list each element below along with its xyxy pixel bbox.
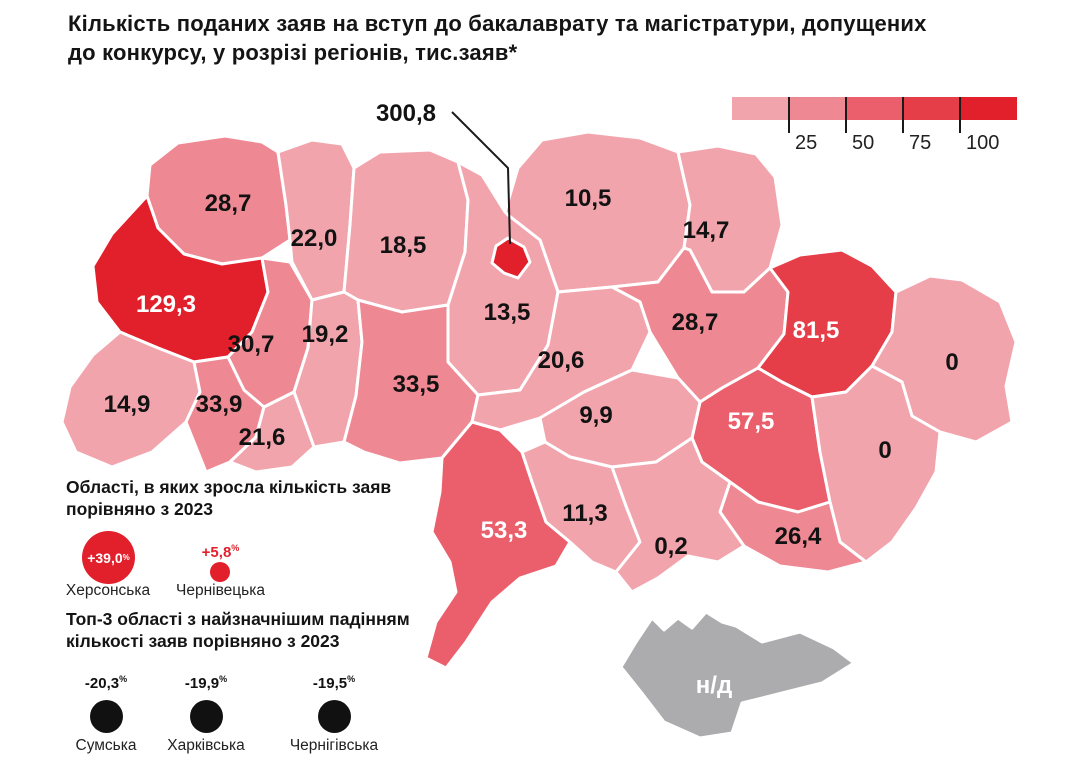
legend-tick-label: 75 [909,132,931,154]
decline-value-kharkiv: -19,9% [184,674,228,692]
decline-item-sumy: -20,3% Сумська [46,674,166,755]
region-kherson [610,436,746,594]
growth-section-title: Області, в яких зросла кількість заяв по… [66,477,392,520]
region-value-zaporizhzhia: 26,4 [775,523,822,550]
decline-item-chernihiv: -19,5% Чернігівська [274,674,394,755]
region-zhytomyr [342,148,470,314]
region-value-chernihiv: 10,5 [565,185,612,212]
region-zakarpattia [60,330,202,469]
region-mykolaiv [520,440,642,574]
region-value-crimea: н/д [696,672,732,699]
percent-sign: % [219,674,228,684]
legend-swatch [960,97,1017,120]
region-value-khmelnytskyi: 19,2 [302,321,349,348]
percent-sign: % [231,543,240,553]
decline-bubble-kharkiv [189,700,223,733]
region-value-zakarpattia: 14,9 [104,391,151,418]
region-value-ivano-frankivsk: 33,9 [196,391,243,418]
growth-section: Області, в яких зросла кількість заяв по… [66,476,406,606]
region-value-zhytomyr: 18,5 [380,232,427,259]
region-value-luhansk: 0 [945,349,958,376]
decline-value-sumy: -20,3% [84,674,128,692]
legend-swatch [732,97,789,120]
growth-bubble-chernivtsi [210,562,230,582]
region-value-odesa: 53,3 [481,517,528,544]
legend-tick-label: 50 [852,132,874,154]
decline-label-kharkiv: Харківська [167,737,245,754]
growth-value-chernivtsi: +5,8% [201,543,240,561]
region-value-dnipro: 57,5 [728,408,775,435]
growth-label-chernivtsi: Чернівецька [176,582,265,599]
legend-swatch [789,97,846,120]
kyiv-callout-line [451,111,511,245]
growth-value-kherson: +39,0 [87,549,123,566]
region-value-mykolaiv: 11,3 [562,500,607,527]
region-donetsk [810,364,942,564]
percent-sign: % [122,553,130,562]
decline-value-chernihiv: -19,5% [312,674,356,692]
region-crimea [619,610,856,740]
page-title: Кількість поданих заяв на вступ до бакал… [68,11,927,65]
legend-swatch [846,97,903,120]
decline-bubble-chernihiv [317,700,351,733]
region-value-kharkiv: 81,5 [793,317,840,344]
growth-bubble-kherson: +39,0% [82,531,135,584]
legend-tick-label: 25 [795,132,817,154]
color-legend: 25 50 75 100 [732,97,1017,154]
region-chernivtsi [228,390,316,474]
region-value-kyiv-oblast: 13,5 [484,299,531,326]
region-value-kirovohrad: 9,9 [579,402,612,429]
legend-tick-label: 100 [966,132,999,154]
region-value-kherson: 0,2 [654,533,687,560]
legend-swatch [903,97,960,120]
decline-label-sumy: Сумська [75,737,137,754]
region-value-volyn: 28,7 [205,190,252,217]
region-value-donetsk: 0 [878,437,891,464]
region-value-poltava: 28,7 [672,309,719,336]
decline-section: Топ-3 області з найзначнішим падінням кі… [66,608,446,756]
percent-sign: % [119,674,128,684]
region-value-chernivtsi: 21,6 [239,424,286,451]
region-value-lviv: 129,3 [136,291,196,318]
decline-item-kharkiv: -19,9% Харківська [146,674,266,755]
region-value-vinnytsia: 33,5 [393,371,440,398]
kyiv-callout: 300,8 [376,100,511,245]
decline-section-title: Топ-3 області з найзначнішим падінням кі… [66,609,410,652]
region-value-cherkasy: 20,6 [538,347,585,374]
percent-sign: % [347,674,356,684]
decline-label-chernihiv: Чернігівська [289,737,379,754]
growth-label-kherson: Херсонська [65,582,151,599]
kyiv-callout-value: 300,8 [376,100,436,127]
decline-bubble-sumy [89,700,123,733]
region-value-ternopil: 30,7 [228,331,275,358]
region-value-rivne: 22,0 [291,225,338,252]
region-value-sumy: 14,7 [683,217,730,244]
